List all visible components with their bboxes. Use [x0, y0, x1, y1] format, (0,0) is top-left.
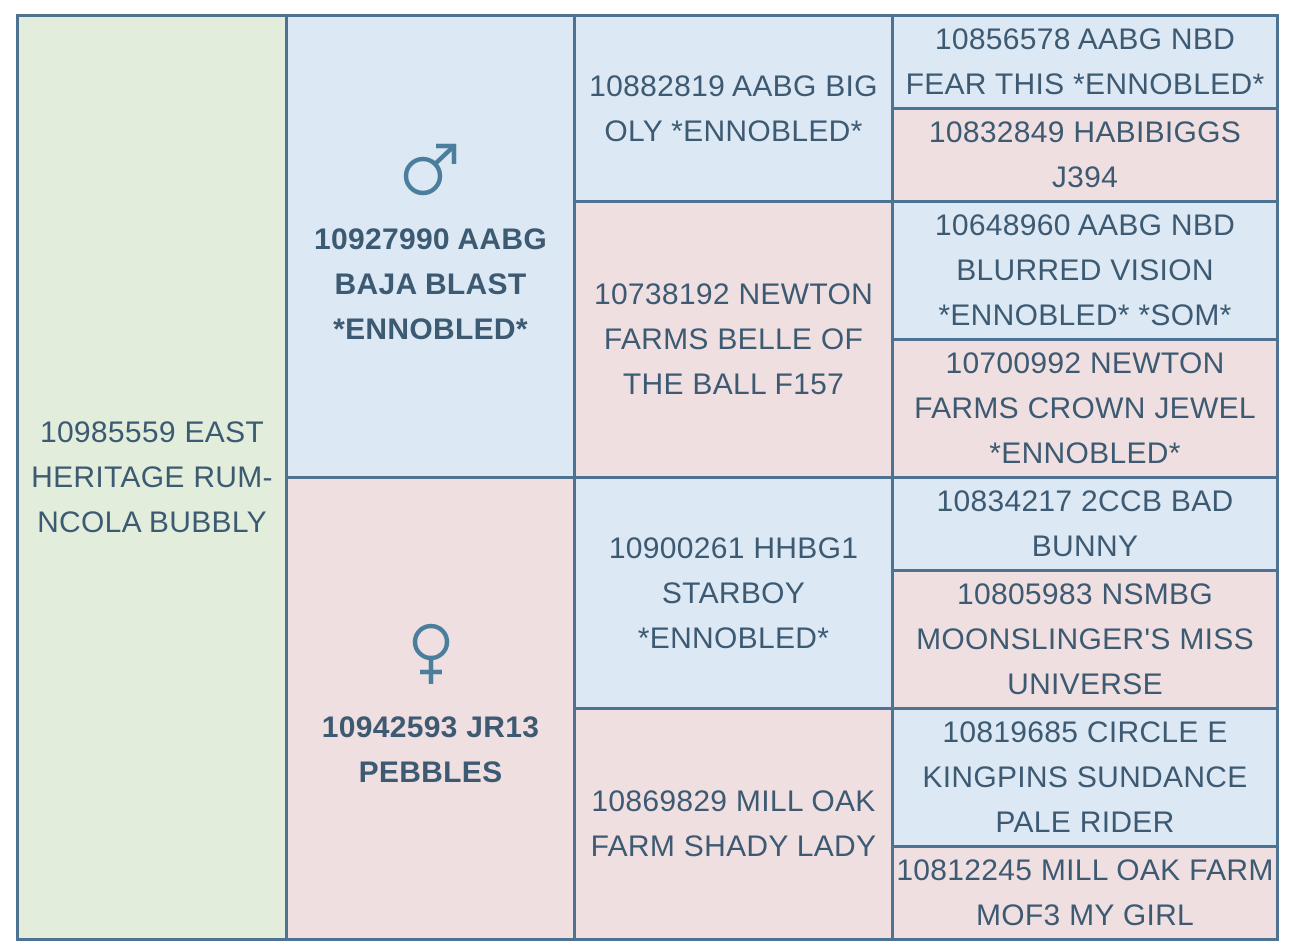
sire-sire-sire-cell: 10856578 AABG NBD FEAR THIS *ENNOBLED*: [891, 14, 1279, 110]
sire-dam-name: 10738192 NEWTON FARMS BELLE OF THE BALL …: [593, 278, 874, 401]
female-icon: [290, 622, 571, 699]
dam-cell: 10942593 JR13 PEBBLES: [285, 476, 576, 941]
dam-dam-sire-name: 10819685 CIRCLE E KINGPINS SUNDANCE PALE…: [922, 716, 1248, 839]
dam-sire-dam-name: 10805983 NSMBG MOONSLINGER'S MISS UNIVER…: [916, 578, 1254, 701]
dam-dam-cell: 10869829 MILL OAK FARM SHADY LADY: [573, 707, 894, 941]
sire-sire-cell: 10882819 AABG BIG OLY *ENNOBLED*: [573, 14, 894, 203]
dam-dam-name: 10869829 MILL OAK FARM SHADY LADY: [590, 785, 877, 863]
subject-cell: 10985559 EAST HERITAGE RUM-NCOLA BUBBLY: [16, 14, 288, 941]
sire-dam-sire-name: 10648960 AABG NBD BLURRED VISION *ENNOBL…: [934, 209, 1236, 332]
dam-dam-sire-cell: 10819685 CIRCLE E KINGPINS SUNDANCE PALE…: [891, 707, 1279, 848]
subject-name: 10985559 EAST HERITAGE RUM-NCOLA BUBBLY: [31, 416, 273, 539]
dam-dam-dam-name: 10812245 MILL OAK FARM MOF3 MY GIRL: [896, 854, 1274, 932]
dam-name: 10942593 JR13 PEBBLES: [321, 711, 540, 789]
sire-dam-dam-name: 10700992 NEWTON FARMS CROWN JEWEL *ENNOB…: [914, 347, 1256, 470]
dam-sire-name: 10900261 HHBG1 STARBOY *ENNOBLED*: [608, 531, 859, 655]
dam-sire-cell: 10900261 HHBG1 STARBOY *ENNOBLED*: [573, 476, 894, 710]
dam-sire-sire-cell: 10834217 2CCB BAD BUNNY: [891, 476, 1279, 572]
dam-sire-dam-cell: 10805983 NSMBG MOONSLINGER'S MISS UNIVER…: [891, 569, 1279, 710]
sire-cell: 10927990 AABG BAJA BLAST *ENNOBLED*: [285, 14, 576, 479]
sire-sire-sire-name: 10856578 AABG NBD FEAR THIS *ENNOBLED*: [905, 23, 1265, 101]
sire-sire-dam-cell: 10832849 HABIBIGGS J394: [891, 107, 1279, 203]
dam-sire-sire-name: 10834217 2CCB BAD BUNNY: [936, 485, 1234, 563]
sire-sire-dam-name: 10832849 HABIBIGGS J394: [928, 116, 1242, 194]
sire-name: 10927990 AABG BAJA BLAST *ENNOBLED*: [314, 222, 547, 346]
pedigree-table: 10985559 EAST HERITAGE RUM-NCOLA BUBBLY …: [16, 14, 1279, 941]
sire-dam-cell: 10738192 NEWTON FARMS BELLE OF THE BALL …: [573, 200, 894, 479]
dam-dam-dam-cell: 10812245 MILL OAK FARM MOF3 MY GIRL: [891, 845, 1279, 941]
sire-dam-sire-cell: 10648960 AABG NBD BLURRED VISION *ENNOBL…: [891, 200, 1279, 341]
sire-sire-name: 10882819 AABG BIG OLY *ENNOBLED*: [589, 69, 878, 148]
male-icon: [290, 142, 571, 211]
sire-dam-dam-cell: 10700992 NEWTON FARMS CROWN JEWEL *ENNOB…: [891, 338, 1279, 479]
